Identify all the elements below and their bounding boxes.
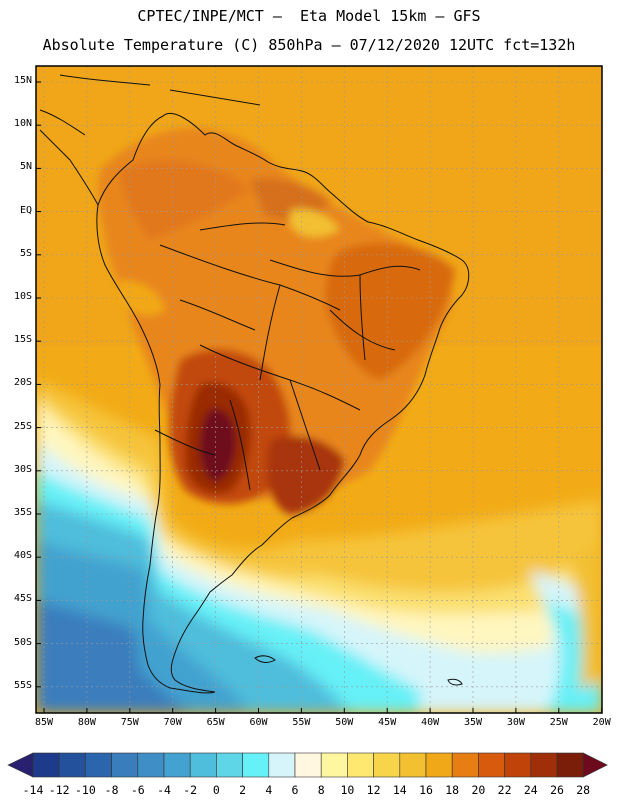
colorbar-label: -8 (104, 783, 119, 797)
lat-label: 30S (13, 463, 32, 475)
colorbar-swatch (347, 752, 374, 778)
colorbar-label: 22 (497, 783, 512, 797)
lon-label: 30W (506, 717, 525, 728)
lon-label: 25W (549, 717, 568, 728)
lat-label: 15N (13, 75, 32, 86)
lat-label: 50S (13, 636, 32, 648)
title-line-1: CPTEC/INPE/MCT – Eta Model 15km – GFS (137, 7, 481, 25)
lon-label: 60W (249, 717, 268, 728)
colorbar-swatch (216, 752, 243, 778)
colorbar-label: -6 (130, 783, 145, 797)
colorbar-label: 14 (392, 783, 407, 797)
colorbar-label: -2 (183, 783, 198, 797)
lon-label: 80W (77, 717, 96, 728)
colorbar-swatch (137, 752, 165, 778)
lat-label: 5S (19, 247, 32, 259)
colorbar-swatch (268, 752, 296, 778)
lat-label: 10S (13, 291, 32, 302)
lat-label: EQ (19, 204, 32, 216)
lat-label: 20S (13, 377, 32, 389)
colorbar-under-arrow (7, 752, 34, 778)
lat-label: 55S (13, 679, 32, 691)
lon-label: 85W (34, 717, 54, 728)
colorbar-over-arrow (582, 752, 608, 778)
colorbar-swatch (478, 752, 505, 778)
colorbar-swatch (530, 752, 558, 778)
lon-label: 65W (206, 717, 225, 728)
title-line-2: Absolute Temperature (C) 850hPa – 07/12/… (42, 36, 576, 54)
lat-label: 35S (13, 507, 32, 518)
colorbar-label: -14 (22, 783, 44, 797)
lon-label: 55W (292, 717, 311, 728)
colorbar-label: 20 (471, 783, 486, 797)
colorbar-swatch (242, 752, 270, 778)
colorbar-label: 18 (445, 783, 460, 797)
colorbar-swatch (399, 752, 427, 778)
colorbar-swatch (32, 752, 60, 778)
colorbar-label: -12 (48, 783, 70, 797)
lon-label: 20W (592, 717, 611, 728)
temperature-field (36, 66, 602, 713)
colorbar-label: 8 (317, 783, 325, 797)
lat-lon-grid (36, 66, 602, 713)
colorbar-swatch (189, 752, 217, 778)
lon-label: 45W (378, 717, 397, 728)
colorbar-swatch (320, 752, 348, 778)
lon-label: 40W (421, 717, 440, 728)
lon-label: 35W (463, 717, 483, 728)
lon-label: 70W (163, 717, 182, 728)
colorbar-label: 6 (291, 783, 299, 797)
lon-label: 50W (335, 717, 354, 728)
colorbar-swatch (111, 752, 139, 778)
colorbar-label: 24 (523, 783, 538, 797)
colorbar-label: 0 (212, 783, 220, 797)
colorbar-swatch (85, 752, 112, 778)
colorbar-label: -10 (75, 783, 96, 797)
colorbar-swatch (373, 752, 401, 778)
coastlines (39, 74, 470, 694)
colorbar-swatch (451, 752, 479, 778)
colorbar-label: 12 (366, 783, 381, 797)
colorbar-swatch (163, 752, 191, 778)
colorbar-swatch (556, 752, 584, 778)
colorbar-label: 28 (576, 783, 591, 797)
lat-label: 45S (13, 593, 32, 605)
lat-label: 5N (19, 161, 32, 173)
colorbar-swatch (294, 752, 322, 778)
colorbar-label: 26 (550, 783, 564, 797)
colorbar-label: 4 (265, 783, 273, 797)
lat-label: 25S (13, 420, 32, 432)
colorbar (7, 752, 608, 778)
colorbar-label: 16 (419, 783, 433, 797)
lat-label: 15S (13, 334, 32, 346)
colorbar-label: 2 (239, 783, 247, 797)
lat-label: 40S (13, 550, 32, 562)
colorbar-swatch (58, 752, 86, 778)
lon-label: 75W (120, 717, 139, 728)
lat-label: 10N (13, 118, 32, 130)
colorbar-swatch (504, 752, 532, 778)
colorbar-label: -4 (157, 783, 171, 797)
colorbar-label: 10 (340, 783, 355, 797)
colorbar-swatch (425, 752, 453, 778)
